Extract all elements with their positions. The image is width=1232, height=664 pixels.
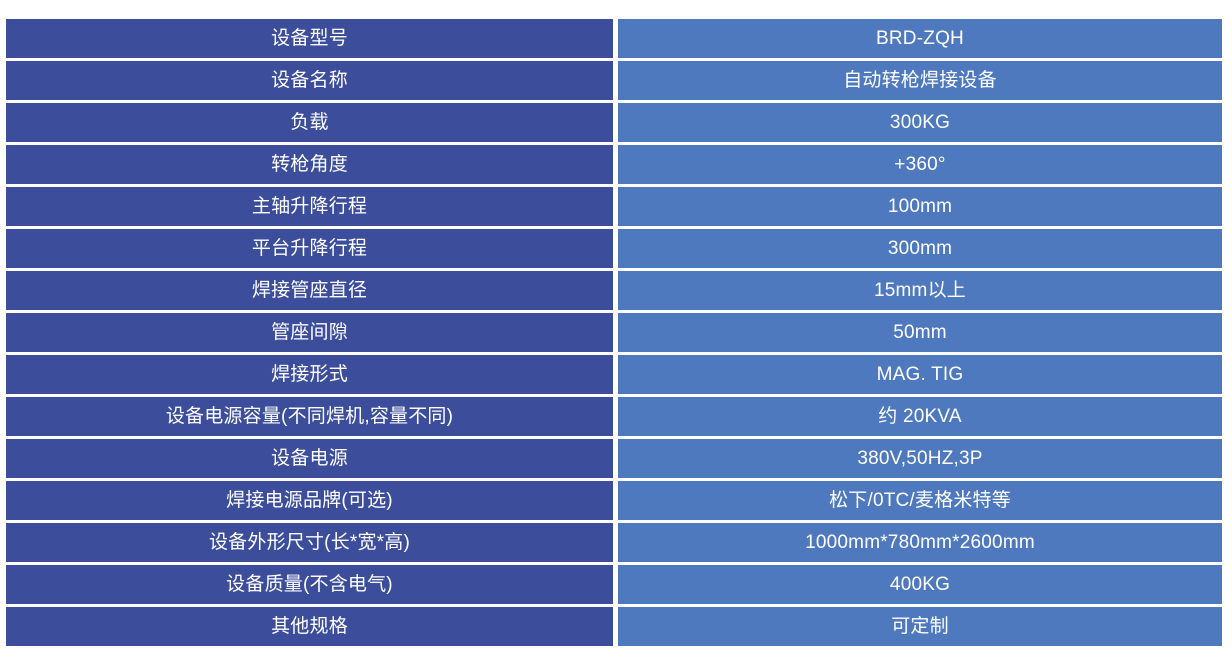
spec-value-cell: 50mm [618, 313, 1222, 352]
spec-value-cell: MAG. TIG [618, 355, 1222, 394]
spec-value-cell: 300KG [618, 103, 1222, 142]
spec-label-cell: 设备型号 [6, 19, 613, 58]
spec-label-cell: 设备外形尺寸(长*宽*高) [6, 523, 613, 562]
spec-label-cell: 设备质量(不含电气) [6, 565, 613, 604]
table-row: 主轴升降行程 100mm [6, 187, 1222, 226]
spec-label-cell: 焊接电源品牌(可选) [6, 481, 613, 520]
spec-label-cell: 平台升降行程 [6, 229, 613, 268]
spec-label-cell: 设备电源容量(不同焊机,容量不同) [6, 397, 613, 436]
table-row: 焊接管座直径 15mm以上 [6, 271, 1222, 310]
spec-label-cell: 焊接形式 [6, 355, 613, 394]
spec-label-cell: 管座间隙 [6, 313, 613, 352]
spec-label-cell: 焊接管座直径 [6, 271, 613, 310]
table-row: 转枪角度 +360° [6, 145, 1222, 184]
spec-label-cell: 其他规格 [6, 607, 613, 646]
spec-value-cell: 可定制 [618, 607, 1222, 646]
spec-value-cell: 300mm [618, 229, 1222, 268]
table-row: 管座间隙 50mm [6, 313, 1222, 352]
table-row: 设备电源容量(不同焊机,容量不同) 约 20KVA [6, 397, 1222, 436]
table-row: 设备型号 BRD-ZQH [6, 19, 1222, 58]
spec-label-cell: 设备名称 [6, 61, 613, 100]
table-row: 设备外形尺寸(长*宽*高) 1000mm*780mm*2600mm [6, 523, 1222, 562]
spec-value-cell: 380V,50HZ,3P [618, 439, 1222, 478]
spec-value-cell: 松下/0TC/麦格米特等 [618, 481, 1222, 520]
specification-table: 设备型号 BRD-ZQH 设备名称 自动转枪焊接设备 负载 300KG 转枪角度 +360° 主… [6, 19, 1222, 649]
table-row: 焊接电源品牌(可选) 松下/0TC/麦格米特等 [6, 481, 1222, 520]
spec-value-cell: 15mm以上 [618, 271, 1222, 310]
spec-value-cell: BRD-ZQH [618, 19, 1222, 58]
table-row: 设备电源 380V,50HZ,3P [6, 439, 1222, 478]
table-row: 设备名称 自动转枪焊接设备 [6, 61, 1222, 100]
spec-value-cell: 自动转枪焊接设备 [618, 61, 1222, 100]
table-row: 设备质量(不含电气) 400KG [6, 565, 1222, 604]
spec-label-cell: 主轴升降行程 [6, 187, 613, 226]
table-row: 负载 300KG [6, 103, 1222, 142]
spec-value-cell: 约 20KVA [618, 397, 1222, 436]
spec-label-cell: 负载 [6, 103, 613, 142]
spec-label-cell: 设备电源 [6, 439, 613, 478]
table-row: 平台升降行程 300mm [6, 229, 1222, 268]
spec-value-cell: 100mm [618, 187, 1222, 226]
spec-value-cell: +360° [618, 145, 1222, 184]
spec-label-cell: 转枪角度 [6, 145, 613, 184]
table-row: 焊接形式 MAG. TIG [6, 355, 1222, 394]
table-row: 其他规格 可定制 [6, 607, 1222, 646]
spec-value-cell: 400KG [618, 565, 1222, 604]
spec-value-cell: 1000mm*780mm*2600mm [618, 523, 1222, 562]
